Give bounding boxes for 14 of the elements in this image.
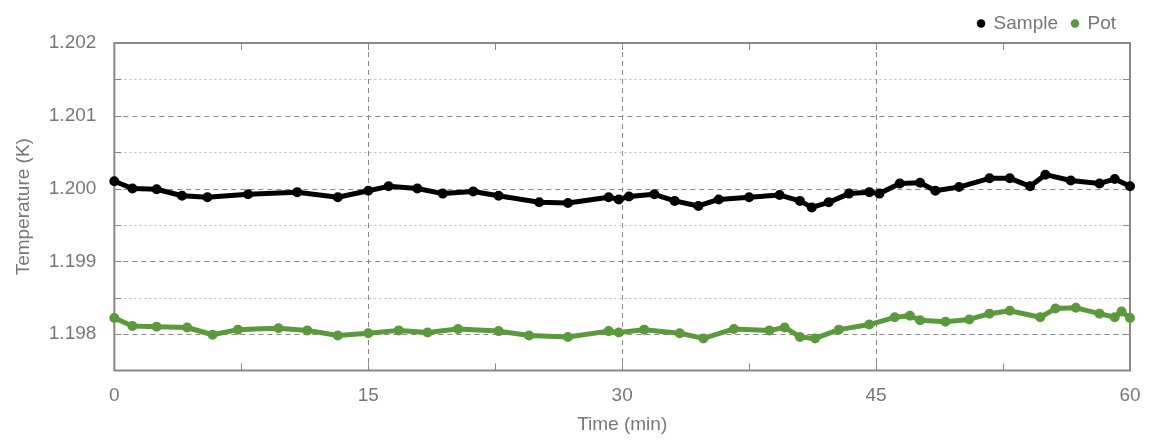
y-tick-label: 1.201 — [48, 103, 97, 125]
y-tick-label: 1.202 — [48, 31, 97, 53]
y-tick-label: 1.200 — [48, 176, 97, 198]
x-tick-label: 45 — [865, 384, 887, 406]
x-tick-label: 15 — [357, 384, 379, 406]
x-tick-label: 0 — [109, 384, 120, 406]
x-tick-label: 60 — [1119, 384, 1141, 406]
x-tick-label: 30 — [611, 384, 633, 406]
y-tick-label: 1.198 — [48, 322, 97, 344]
legend-label: Sample — [993, 11, 1058, 33]
x-axis-title: Time (min) — [577, 412, 668, 434]
y-axis-title: Temperature (K) — [11, 138, 33, 276]
y-tick-label: 1.199 — [48, 249, 97, 271]
legend-label: Pot — [1087, 11, 1117, 33]
